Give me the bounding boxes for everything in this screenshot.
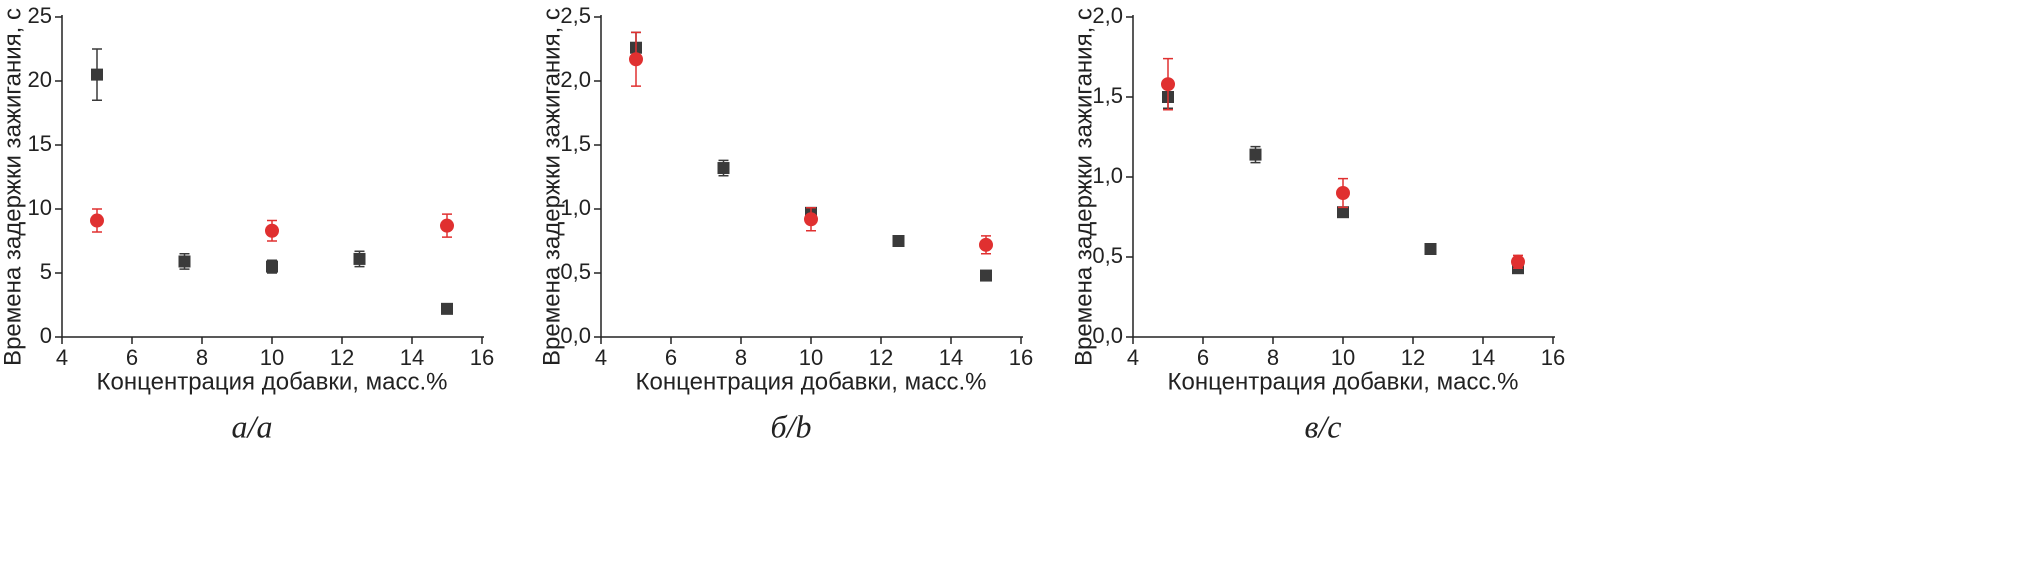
point: [1249, 148, 1262, 161]
x-tick-label: 6: [126, 345, 138, 370]
caption: а/a: [232, 408, 273, 444]
x-tick-label: 16: [470, 345, 494, 370]
point: [265, 223, 279, 238]
point: [90, 213, 104, 228]
x-tick-label: 8: [1267, 345, 1279, 370]
caption: б/b: [771, 408, 812, 444]
x-tick-label: 12: [1401, 345, 1425, 370]
y-tick-label: 0,5: [560, 259, 591, 284]
x-tick-label: 4: [595, 345, 607, 370]
y-axis-label: Времена задержки зажигания, с: [0, 8, 26, 366]
point: [804, 212, 818, 227]
x-tick-label: 10: [799, 345, 823, 370]
point: [266, 260, 278, 273]
y-tick-label: 5: [40, 259, 52, 284]
point: [1511, 254, 1525, 269]
point: [980, 269, 992, 282]
y-tick-label: 0,5: [1092, 243, 1123, 268]
x-tick-label: 12: [869, 345, 893, 370]
x-tick-label: 6: [665, 345, 677, 370]
point: [892, 235, 905, 247]
point: [441, 302, 453, 315]
y-tick-label: 1,5: [1092, 83, 1123, 108]
x-axis-label: Концентрация добавки, масс.%: [97, 368, 448, 395]
y-tick-label: 2,5: [560, 3, 591, 28]
x-axis-label: Концентрация добавки, масс.%: [636, 368, 987, 395]
y-tick-label: 2,0: [560, 67, 591, 92]
y-axis-label: Времена задержки зажигания, с: [1070, 8, 1097, 366]
x-axis-label: Концентрация добавки, масс.%: [1168, 368, 1519, 395]
y-tick-label: 20: [28, 67, 52, 92]
x-tick-label: 12: [330, 345, 354, 370]
point: [979, 237, 993, 252]
x-tick-label: 4: [1127, 345, 1139, 370]
caption: в/c: [1305, 408, 1342, 444]
y-tick-label: 1,0: [1092, 163, 1123, 188]
point: [440, 218, 454, 233]
x-tick-label: 10: [1331, 345, 1355, 370]
y-tick-label: 0,0: [560, 323, 591, 348]
x-tick-label: 16: [1009, 345, 1033, 370]
y-tick-label: 10: [28, 195, 52, 220]
y-tick-label: 15: [28, 131, 52, 156]
point: [629, 52, 643, 67]
point: [717, 162, 730, 175]
y-tick-label: 2,0: [1092, 3, 1123, 28]
point: [1336, 186, 1350, 200]
x-tick-label: 6: [1197, 345, 1209, 370]
y-tick-label: 1,0: [560, 195, 591, 220]
y-tick-label: 1,5: [560, 131, 591, 156]
point: [91, 68, 103, 81]
x-tick-label: 4: [56, 345, 68, 370]
x-tick-label: 8: [735, 345, 747, 370]
point: [178, 255, 191, 268]
point: [1337, 206, 1349, 219]
point: [1424, 243, 1437, 255]
point: [353, 252, 366, 265]
x-tick-label: 14: [400, 345, 424, 370]
y-tick-label: 0,0: [1092, 323, 1123, 348]
x-tick-label: 14: [939, 345, 963, 370]
y-axis-label: Времена задержки зажигания, с: [538, 8, 565, 366]
y-tick-label: 25: [28, 3, 52, 28]
x-tick-label: 16: [1541, 345, 1565, 370]
x-tick-label: 10: [260, 345, 284, 370]
x-tick-label: 8: [196, 345, 208, 370]
x-tick-label: 14: [1471, 345, 1495, 370]
y-tick-label: 0: [40, 323, 52, 348]
point: [1161, 77, 1175, 92]
